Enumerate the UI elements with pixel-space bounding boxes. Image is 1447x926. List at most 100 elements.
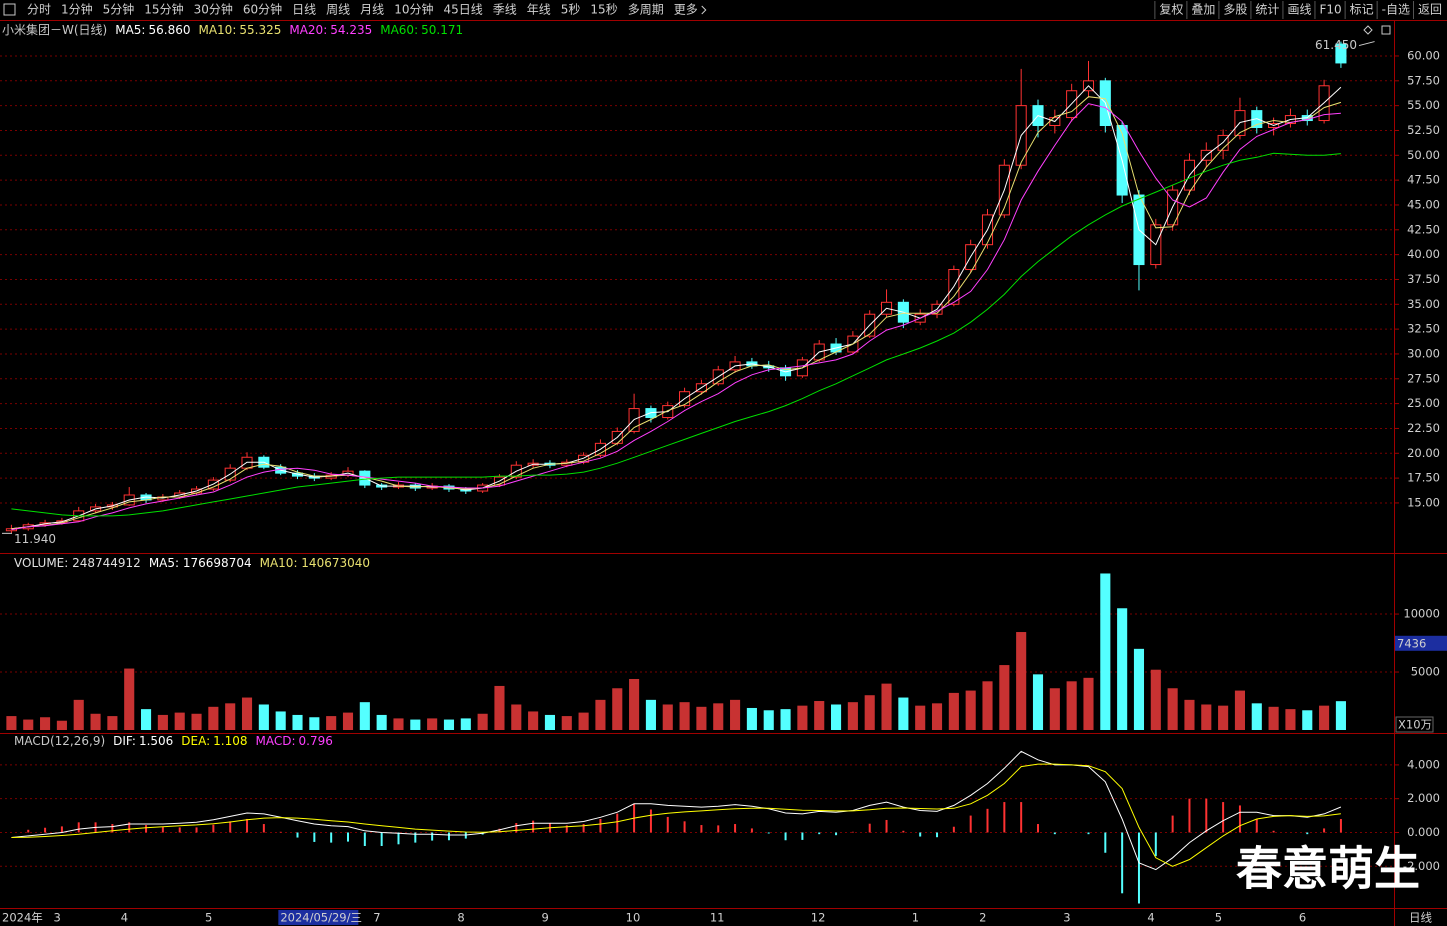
x-tick-label: 9	[542, 911, 549, 925]
tab[interactable]: 45日线	[443, 3, 482, 17]
volume-bar	[679, 702, 690, 730]
volume-bar	[645, 699, 656, 730]
tab[interactable]: 5秒	[561, 3, 581, 17]
volume-bar	[241, 697, 253, 730]
tool-button[interactable]: 多股	[1223, 3, 1247, 17]
x-tick-label: 5	[1215, 911, 1222, 925]
tab[interactable]: 月线	[360, 3, 384, 17]
volume-bar	[359, 702, 370, 730]
period-label: 日线	[1409, 911, 1432, 925]
low-label: 11.940	[14, 532, 56, 546]
tab[interactable]: 15秒	[590, 3, 617, 17]
corner-icons	[1363, 25, 1391, 35]
volume-bar	[376, 714, 387, 730]
x-tick-label: 7	[373, 911, 380, 925]
macd-legend: MACD(12,26,9) DIF: 1.506 DEA: 1.108 MACD: 0.79…	[14, 734, 333, 748]
volume-bar	[107, 716, 118, 730]
tab[interactable]: 10分钟	[394, 2, 433, 17]
volume-bar	[864, 695, 875, 730]
cursor-date-box	[278, 910, 359, 925]
volume-bar	[141, 709, 152, 730]
y-tick-label: 22.50	[1407, 421, 1440, 435]
volume-bar	[662, 704, 673, 730]
volume-bar	[326, 716, 337, 730]
x-tick-label: 6	[1299, 911, 1306, 925]
volume-bar	[1201, 704, 1212, 730]
legend-title: MACD(12,26,9)	[14, 734, 105, 748]
volume-bar	[174, 712, 185, 730]
plot: 15.00 17.50 20.00 22.50 25.00 27.50 30.00 32.50…	[0, 38, 1447, 925]
volume-bar	[157, 714, 168, 730]
y-tick-label: 47.50	[1407, 173, 1440, 187]
tool-button[interactable]: F10	[1319, 3, 1341, 17]
volume-bar	[292, 714, 303, 730]
tab[interactable]: 周线	[326, 3, 350, 17]
volume-bar	[915, 705, 926, 730]
volume-bar	[898, 697, 909, 730]
tool-button[interactable]: 标记	[1350, 3, 1374, 17]
tool-button[interactable]: 复权	[1159, 3, 1183, 17]
square-icon[interactable]	[1381, 25, 1391, 35]
tab[interactable]: 多周期	[628, 3, 664, 17]
legend-title: 小米集团－W(日线)	[2, 22, 107, 37]
volume-bar	[965, 690, 976, 730]
tab[interactable]: 15分钟	[144, 2, 183, 17]
volume-bar	[1184, 699, 1195, 730]
volume-bar	[948, 692, 959, 730]
volume-bar	[427, 718, 438, 730]
legend-item: VOLUME: 248744912	[14, 556, 141, 570]
legend-name: MA5:	[115, 23, 145, 37]
volume-bar	[1150, 669, 1161, 730]
volume-bar	[124, 668, 135, 730]
legend-name: DIF:	[113, 734, 136, 748]
y-tick-label: 35.00	[1407, 297, 1440, 311]
legend-value: 56.860	[148, 23, 190, 37]
tool-button[interactable]: 返回	[1418, 3, 1442, 17]
tab[interactable]: 更多	[674, 3, 698, 17]
volume-bar	[275, 711, 286, 730]
volume-bar	[1234, 690, 1245, 730]
legend-value: 50.171	[421, 23, 463, 37]
y-tick-label: 4.000	[1407, 757, 1440, 771]
y-tick-label: 20.00	[1407, 446, 1440, 460]
panel-borders	[0, 20, 1447, 926]
tab[interactable]: 年线	[527, 3, 551, 17]
volume-bar	[342, 712, 354, 730]
legend-value: 55.325	[239, 23, 281, 37]
indicator-line	[11, 152, 1341, 517]
volume-bar	[780, 709, 791, 730]
legend-name: MA10:	[198, 23, 236, 37]
volume-bar	[393, 718, 404, 730]
volume-bar	[1285, 709, 1296, 730]
y-tick-label: 40.00	[1407, 247, 1440, 261]
tool-button[interactable]: 叠加	[1191, 3, 1215, 17]
legend-value: 0.796	[299, 734, 333, 748]
tab[interactable]: 5分钟	[103, 2, 135, 17]
tab[interactable]: 分时	[27, 3, 51, 17]
diamond-icon[interactable]	[1363, 25, 1373, 35]
tab[interactable]: 1分钟	[61, 2, 93, 17]
volume-bar	[696, 706, 707, 730]
legend-item: MA5: 176698704	[149, 556, 252, 570]
price-legend: 小米集团－W(日线) MA5: 56.860 MA10: 55.325 MA20: 54.2…	[2, 22, 463, 37]
volume-bar	[982, 681, 993, 730]
volume-bar	[931, 703, 943, 730]
indicator-line	[11, 103, 1341, 531]
menu-icon[interactable]	[3, 3, 16, 16]
y-tick-label: 37.50	[1407, 272, 1440, 286]
x-tick-label: 8	[457, 911, 464, 925]
x-tick-label: 11	[710, 911, 725, 925]
volume-bar	[40, 717, 51, 730]
volume-bar	[595, 699, 606, 730]
tab[interactable]: 30分钟	[194, 2, 233, 17]
tool-button[interactable]: 画线	[1287, 3, 1311, 17]
more-chevron[interactable]	[701, 5, 707, 15]
volume-bar	[494, 685, 505, 730]
tab[interactable]: 日线	[292, 3, 316, 17]
tool-button[interactable]: 统计	[1255, 3, 1279, 17]
cursor-date: 2024/05/29/三	[280, 911, 362, 925]
tab[interactable]: 60分钟	[243, 2, 282, 17]
tool-button[interactable]: -自选	[1382, 3, 1410, 17]
tab[interactable]: 季线	[493, 3, 517, 17]
